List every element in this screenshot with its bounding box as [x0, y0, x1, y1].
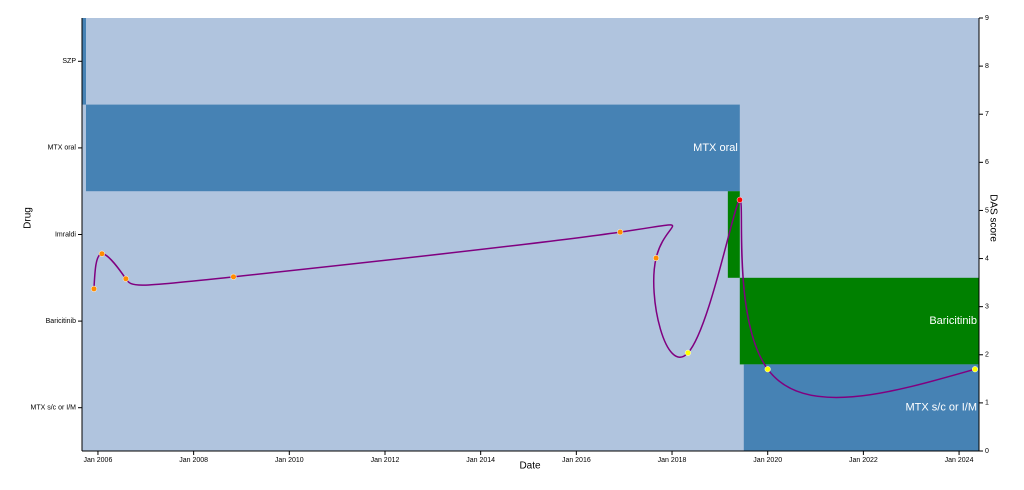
das-point: [653, 255, 660, 262]
y2-tick-label: 2: [985, 352, 989, 359]
y2-tick-label: 9: [985, 15, 989, 22]
das-point: [90, 285, 98, 292]
treatment-bar: [727, 191, 740, 278]
x-tick-label: Jan 2008: [179, 457, 208, 464]
y2-axis-title: DAS score: [987, 194, 998, 242]
x-tick-label: Jan 2024: [945, 457, 974, 464]
das-point: [122, 275, 129, 282]
das-line: [93, 199, 976, 399]
y2-tick-label: 1: [985, 400, 989, 407]
das-point: [971, 366, 979, 373]
treatment-bar: [82, 18, 86, 105]
x-tick-label: Jan 2022: [849, 457, 878, 464]
y-tick-label: Baricitinib: [46, 318, 76, 325]
das-point: [764, 366, 771, 373]
x-tick-label: Jan 2014: [466, 457, 495, 464]
das-point: [230, 273, 237, 280]
x-tick-label: Jan 2018: [658, 457, 687, 464]
treatment-bar: [739, 277, 979, 365]
y-tick-label: SZP: [62, 58, 76, 65]
x-tick-label: Jan 2012: [371, 457, 400, 464]
y2-tick-label: 8: [985, 63, 989, 70]
y-tick-label: MTX oral: [48, 145, 77, 152]
x-axis-title: Date: [519, 461, 541, 472]
das-point: [98, 250, 105, 257]
das-point: [684, 349, 692, 356]
y2-tick-label: 6: [985, 159, 989, 166]
y2-tick-label: 7: [985, 111, 989, 118]
das-point: [617, 229, 624, 236]
x-tick-label: Jan 2016: [562, 457, 591, 464]
x-tick-label: Jan 2006: [84, 457, 113, 464]
treatment-label: Baricitinib: [929, 315, 977, 327]
y2-tick-label: 4: [985, 255, 989, 262]
y2-tick-label: 3: [985, 304, 989, 311]
x-tick-label: Jan 2020: [753, 457, 782, 464]
das-point: [736, 196, 743, 203]
y-axis-title: Drug: [23, 207, 34, 229]
treatment-label: MTX s/c or I/M: [906, 402, 978, 414]
treatment-bar: [85, 104, 740, 192]
treatment-label: MTX oral: [693, 142, 738, 154]
x-tick-label: Jan 2010: [275, 457, 304, 464]
y2-tick-label: 5: [985, 207, 989, 214]
y2-tick-label: 0: [985, 448, 989, 455]
y-tick-label: Imraldi: [55, 231, 76, 238]
y-tick-label: MTX s/c or I/M: [31, 405, 77, 412]
